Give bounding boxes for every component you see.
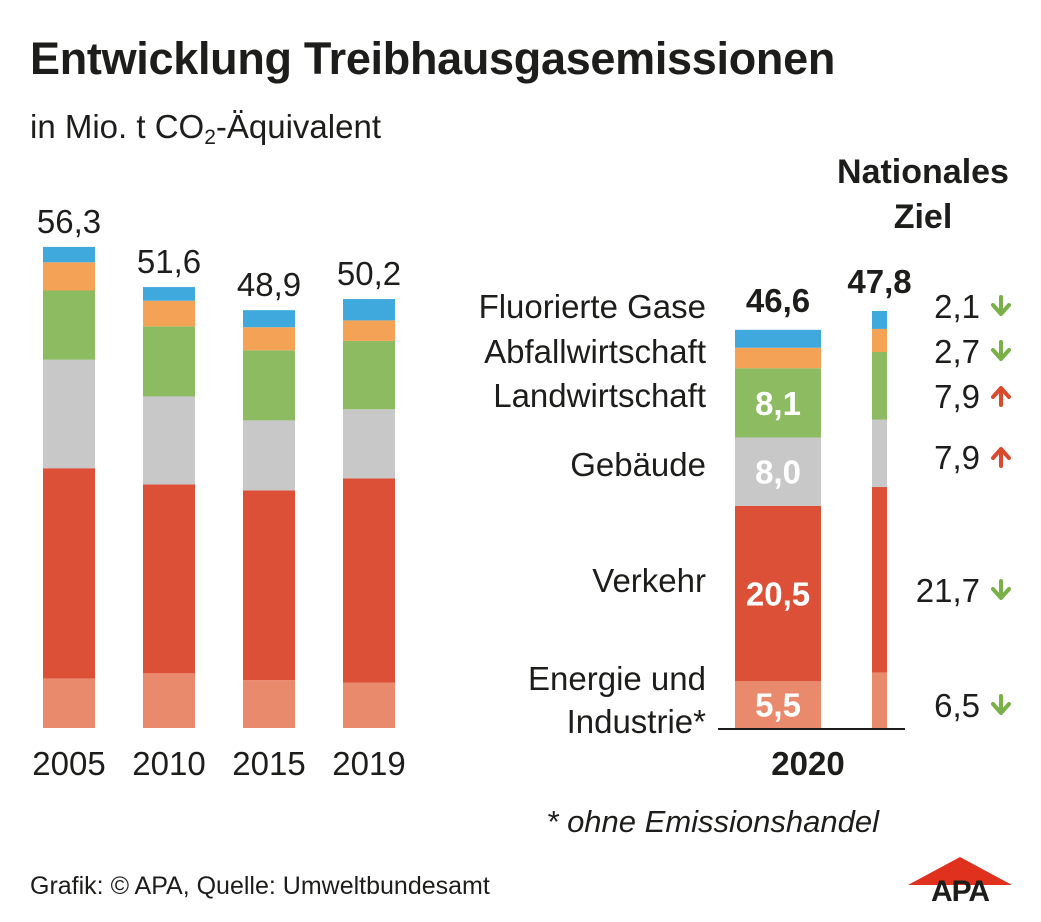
bar-2005-segment-1 xyxy=(43,678,95,728)
bar-2019-segment-4 xyxy=(343,340,395,410)
bar-2010-segment-2 xyxy=(143,484,195,674)
logo-text: APA xyxy=(931,875,989,905)
bar-2005-segment-3 xyxy=(43,359,95,469)
bar-2019-segment-6 xyxy=(343,299,395,321)
bar-2015-segment-5 xyxy=(243,327,295,351)
footnote: * ohne Emissionshandel xyxy=(546,804,879,839)
bar-2015-segment-2 xyxy=(243,490,295,681)
target-value-label: 7,9 xyxy=(934,378,980,415)
target-value-label: 7,9 xyxy=(934,439,980,476)
arrow-down-icon xyxy=(991,295,1011,316)
arrow-down-icon xyxy=(991,694,1011,715)
bar-segment-value-label: 5,5 xyxy=(755,687,801,724)
bar-2015-segment-1 xyxy=(243,680,295,728)
bar-segment-value-label: 8,1 xyxy=(755,385,801,422)
bar-2005-segment-6 xyxy=(43,246,95,263)
bar-segment-value-label: 8,0 xyxy=(755,454,801,491)
bar-2020-segment-2 xyxy=(735,505,821,682)
bar-2010-segment-5 xyxy=(143,300,195,327)
category-label: Abfallwirtschaft xyxy=(484,333,706,370)
target-total-label: 47,8 xyxy=(847,263,911,300)
subtitle-subscript: 2 xyxy=(204,126,216,149)
arrow-down-icon xyxy=(991,340,1011,361)
target-bar-segment-6 xyxy=(872,311,887,329)
target-value-label: 21,7 xyxy=(916,572,980,609)
bar-2015-segment-6 xyxy=(243,310,295,328)
arrow-down-icon xyxy=(991,579,1011,600)
bar-2020-segment-3 xyxy=(735,437,821,506)
x-tick-label: 2005 xyxy=(32,745,105,782)
category-label: Verkehr xyxy=(592,562,706,599)
chart-title: Entwicklung Treibhausgasemissionen xyxy=(30,33,836,84)
bar-2010-segment-4 xyxy=(143,326,195,397)
bar-2010-segment-3 xyxy=(143,396,195,485)
bar-2020-segment-5 xyxy=(735,347,821,369)
target-heading-line2: Ziel xyxy=(893,198,953,237)
subtitle-suffix: -Äquivalent xyxy=(215,108,381,145)
source-credit: Grafik: © APA, Quelle: Umweltbundesamt xyxy=(30,872,490,900)
bar-2019-segment-1 xyxy=(343,682,395,728)
bar-total-label: 56,3 xyxy=(37,203,101,240)
apa-logo: APA xyxy=(908,857,1012,905)
bar-2010-segment-6 xyxy=(143,287,195,301)
category-label: Fluorierte Gase xyxy=(479,288,706,325)
bar-total-label: 50,2 xyxy=(337,255,401,292)
target-heading: Nationales Ziel xyxy=(818,150,1028,240)
bar-total-label: 51,6 xyxy=(137,243,201,280)
arrow-up-icon xyxy=(991,386,1011,407)
chart-subtitle: in Mio. t CO2-Äquivalent xyxy=(30,108,381,148)
bar-2015-segment-4 xyxy=(243,350,295,421)
category-label: Energie und xyxy=(528,660,706,697)
arrow-up-icon xyxy=(991,447,1011,468)
x-tick-label: 2020 xyxy=(771,745,844,782)
category-label: Gebäude xyxy=(570,446,706,483)
target-heading-line1: Nationales xyxy=(837,153,1009,191)
logo-roof-shape xyxy=(908,857,1012,885)
bar-segment-value-label: 20,5 xyxy=(746,575,810,612)
bar-2015-segment-3 xyxy=(243,420,295,491)
x-tick-label: 2015 xyxy=(232,745,305,782)
target-bar-segment-4 xyxy=(872,352,887,420)
category-label: Landwirtschaft xyxy=(493,377,706,414)
bar-2005-segment-2 xyxy=(43,468,95,679)
target-bar-segment-2 xyxy=(872,487,887,673)
bar-total-label: 46,6 xyxy=(746,282,810,319)
bar-2019-segment-5 xyxy=(343,320,395,341)
subtitle-prefix: in Mio. t CO xyxy=(30,108,205,145)
bar-2019-segment-2 xyxy=(343,478,395,683)
x-tick-label: 2019 xyxy=(332,745,405,782)
target-bar-segment-3 xyxy=(872,419,887,488)
bar-2005-segment-4 xyxy=(43,290,95,360)
bar-total-label: 48,9 xyxy=(237,266,301,303)
bar-2020-segment-6 xyxy=(735,329,821,348)
target-bar-segment-5 xyxy=(872,328,887,353)
target-value-label: 2,1 xyxy=(934,288,980,325)
x-tick-label: 2010 xyxy=(132,745,205,782)
target-bar-segment-1 xyxy=(872,672,887,728)
category-label: Industrie* xyxy=(567,703,707,740)
bar-2020-segment-1 xyxy=(735,681,821,728)
target-value-label: 2,7 xyxy=(934,333,980,370)
target-value-label: 6,5 xyxy=(934,687,980,724)
bar-2005-segment-5 xyxy=(43,262,95,291)
bar-2019-segment-3 xyxy=(343,409,395,479)
bar-2010-segment-1 xyxy=(143,673,195,728)
bar-2020-segment-4 xyxy=(735,368,821,438)
